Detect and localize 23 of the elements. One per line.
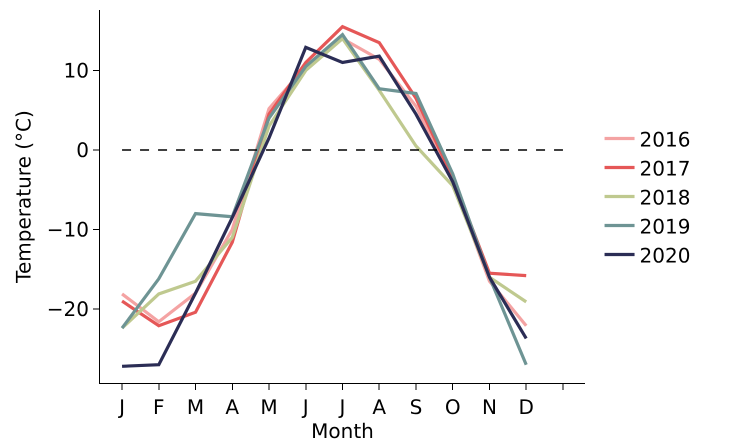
x-tick-label: A xyxy=(225,395,240,419)
x-tick-label: J xyxy=(117,395,126,419)
x-tick-label: S xyxy=(410,395,422,419)
legend-label: 2020 xyxy=(640,243,690,268)
x-tick-label: F xyxy=(153,395,165,419)
x-tick-label: D xyxy=(518,395,534,419)
x-tick-label: J xyxy=(338,395,346,419)
y-tick-label: −10 xyxy=(46,218,89,242)
x-tick-label: J xyxy=(300,395,309,419)
x-tick-label: M xyxy=(186,395,204,419)
x-tick-label: N xyxy=(482,395,497,419)
x-tick-label: M xyxy=(260,395,278,419)
legend-label: 2017 xyxy=(640,156,690,180)
legend-label: 2018 xyxy=(640,185,690,210)
y-tick-label: 0 xyxy=(76,138,89,162)
x-axis-title: Month xyxy=(311,419,374,443)
legend-label: 2016 xyxy=(640,127,690,152)
y-tick-label: −20 xyxy=(46,297,89,322)
y-axis-title: Temperature (°C) xyxy=(11,110,36,284)
y-tick-label: 10 xyxy=(64,58,89,82)
x-tick-label: O xyxy=(444,395,461,419)
legend-label: 2019 xyxy=(640,214,690,238)
x-tick-label: A xyxy=(372,395,386,419)
